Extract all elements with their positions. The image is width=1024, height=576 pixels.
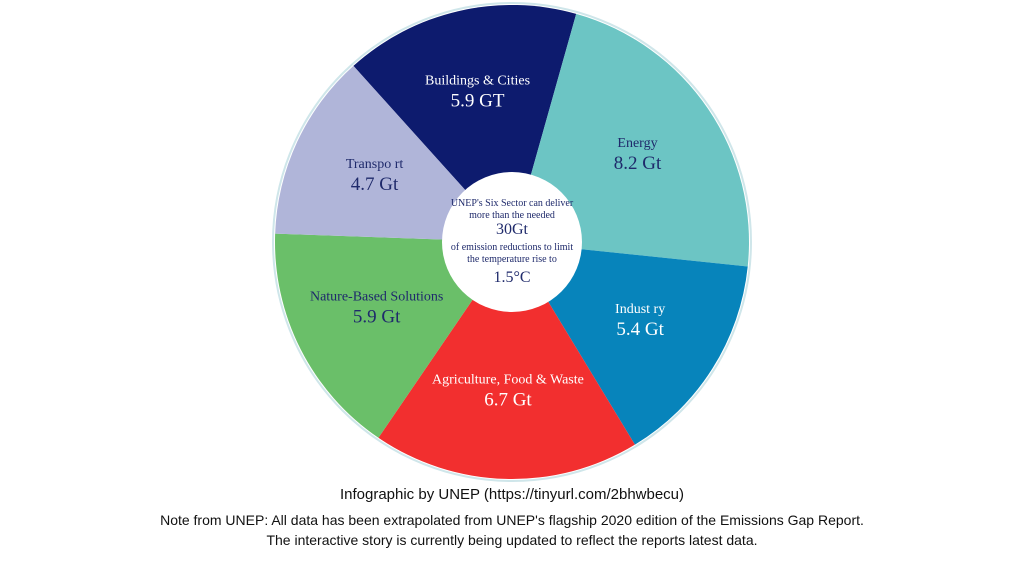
slice-value-label: 6.7 Gt (484, 390, 532, 411)
note: Note from UNEP: All data has been extrap… (160, 512, 864, 548)
pie-slice (275, 65, 512, 242)
slice-label: Energy (617, 136, 657, 151)
caption: Infographic by UNEP (https://tinyurl.com… (339, 486, 685, 503)
slice-label: Nature-Based Solutions (310, 289, 443, 304)
slice-value-label: 5.4 Gt (616, 319, 664, 340)
pie-slice (512, 242, 748, 445)
slice-value-label: 8.2 Gt (614, 153, 662, 174)
chart: Buildings & Cities 5.9 GT Energy 8.2 Gt Indu… (272, 2, 752, 482)
slice-value-label: 4.7 Gt (351, 174, 399, 195)
slice-value-label: 5.9 GT (451, 90, 505, 111)
slice-label: Indust ry (615, 302, 665, 317)
pie-slice (275, 233, 512, 438)
pie-slice (378, 242, 635, 479)
slice-label: Buildings & Cities (425, 73, 530, 88)
center-text: UNEP's Six Sector can deliver more than t… (451, 198, 574, 221)
pie-slice (512, 13, 749, 267)
slice-value-label: 5.9 Gt (353, 306, 401, 327)
slice-label: Transpo rt (346, 157, 404, 172)
center-hole (442, 172, 582, 312)
center-text: of emission reductions to limit the tempe… (451, 242, 573, 265)
center-text: 30Gt (496, 221, 529, 238)
center-text: 1.5°C (493, 269, 530, 286)
slice-label: Agriculture, Food & Waste (432, 373, 584, 388)
outer-ring (272, 2, 752, 482)
